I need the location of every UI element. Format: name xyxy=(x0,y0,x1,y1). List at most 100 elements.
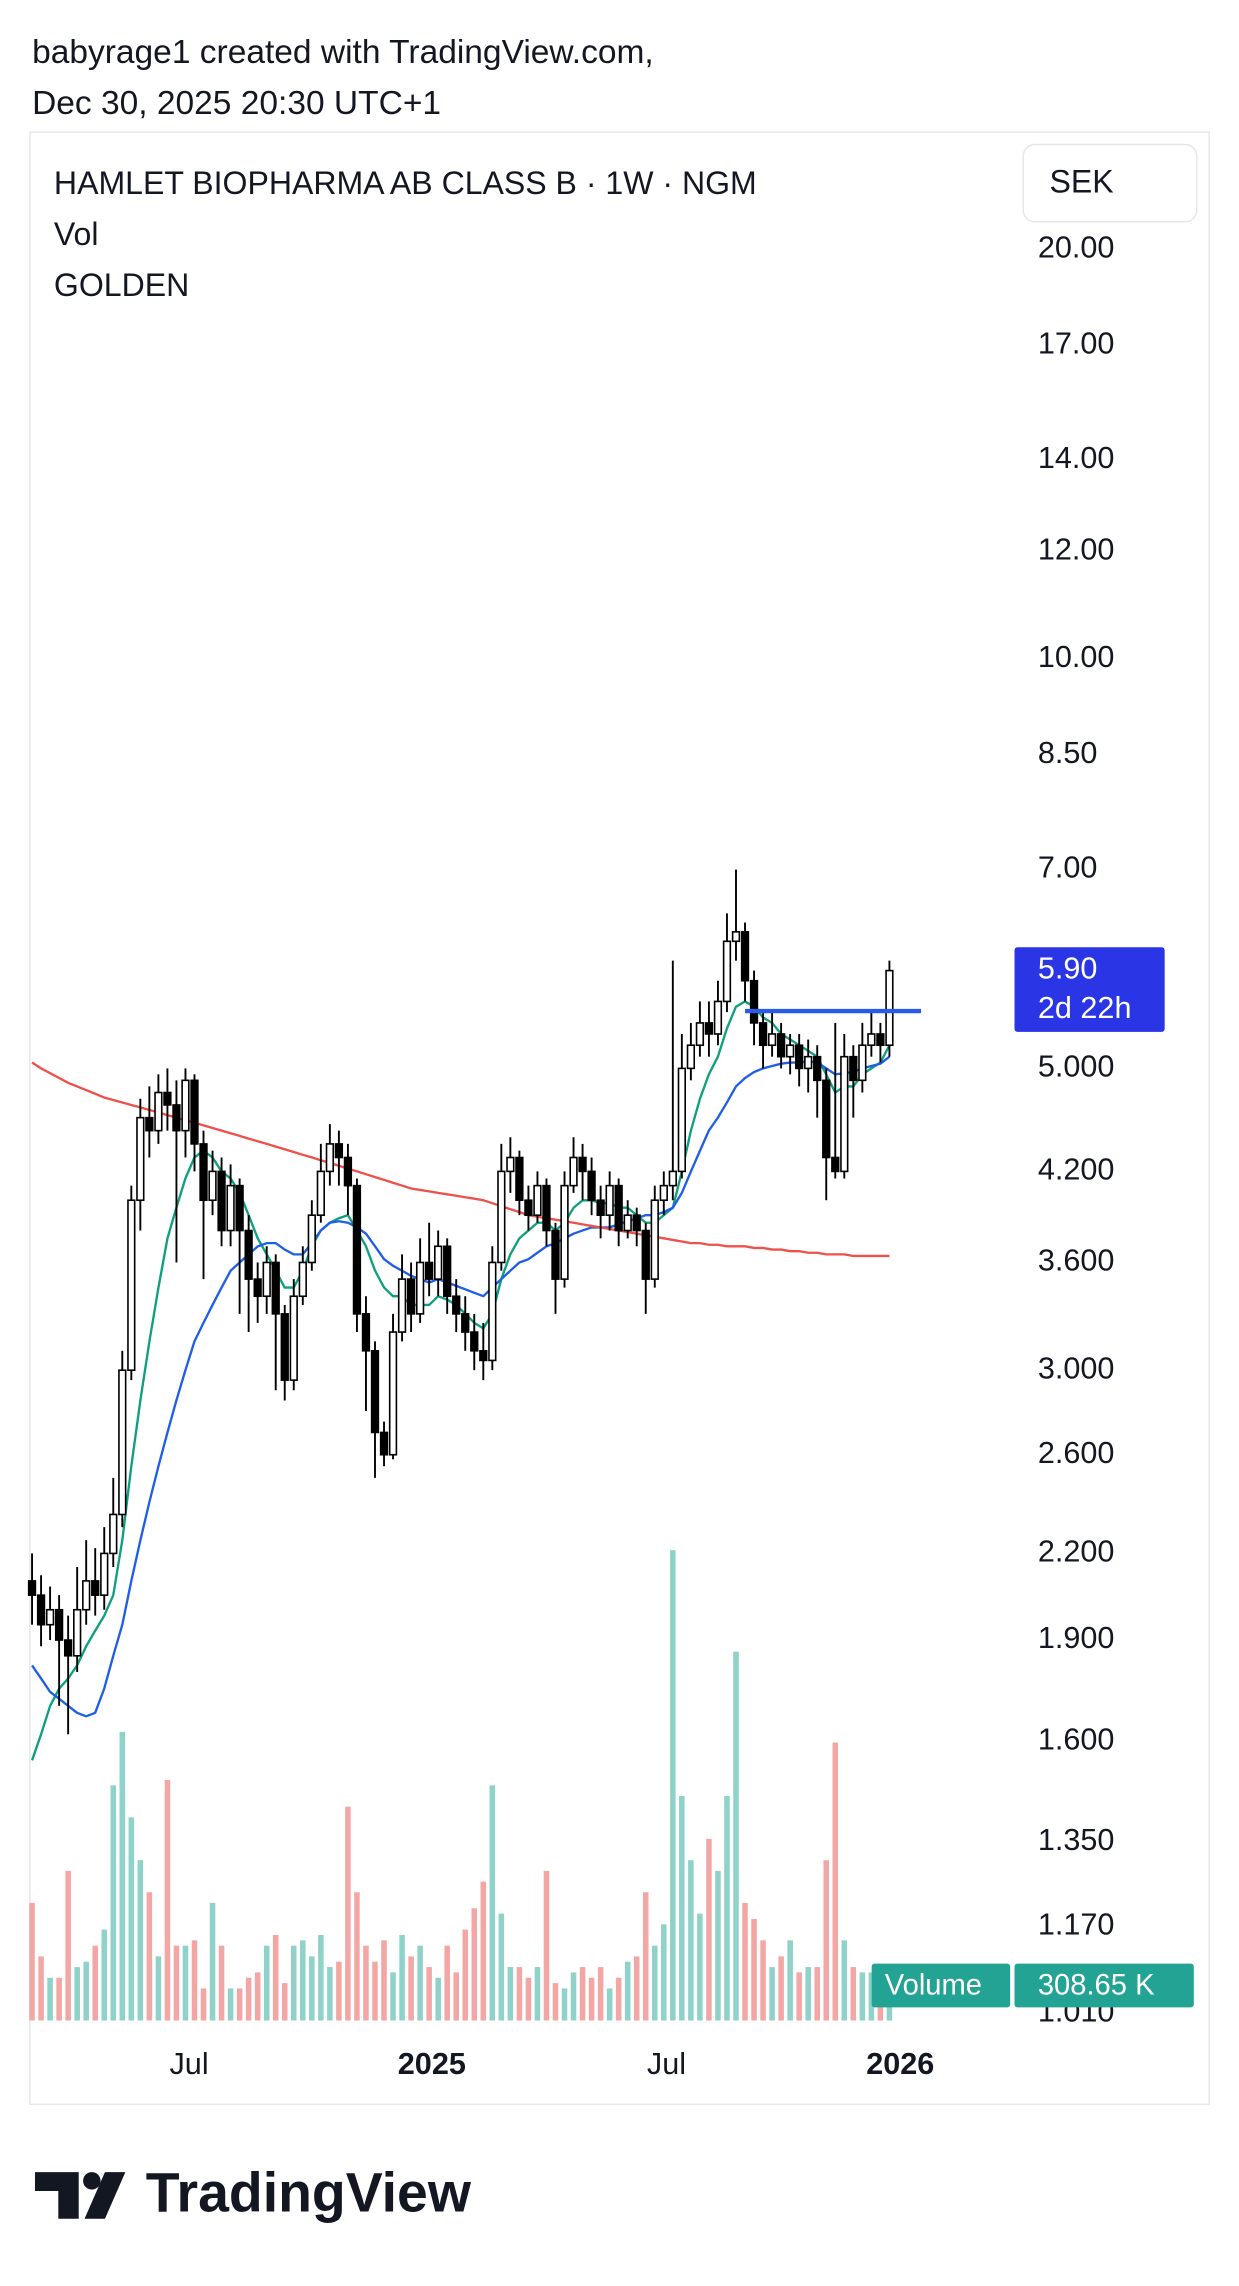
candle-body xyxy=(840,1055,849,1173)
volume-bar xyxy=(272,1934,279,2021)
volume-bar xyxy=(787,1940,793,2021)
y-tick-label: 2.600 xyxy=(1038,1436,1115,1470)
candle-body xyxy=(127,1199,136,1371)
volume-bar xyxy=(173,1945,180,2021)
candle-body xyxy=(551,1229,560,1280)
volume-bar xyxy=(254,1972,261,2021)
volume-bar xyxy=(309,1956,315,2021)
volume-bar xyxy=(417,1945,423,2021)
volume-bar xyxy=(155,1956,162,2021)
ma-line xyxy=(31,1055,891,1718)
volume-bar xyxy=(570,1972,577,2021)
candle-body xyxy=(461,1313,470,1333)
candle-body xyxy=(145,1116,154,1132)
candle-body xyxy=(415,1261,425,1315)
volume-bar xyxy=(227,1988,234,2021)
y-tick-label: 1.600 xyxy=(1038,1723,1115,1757)
candle-body xyxy=(226,1184,235,1232)
y-tick-label: 1.350 xyxy=(1038,1823,1115,1857)
volume-bar xyxy=(290,1945,297,2021)
candle-body xyxy=(45,1608,55,1626)
volume-bar xyxy=(489,1785,496,2021)
candle-body xyxy=(488,1261,497,1362)
candle-body xyxy=(776,1033,786,1058)
volume-bar xyxy=(706,1838,712,2021)
candle-body xyxy=(253,1278,262,1298)
volume-bar xyxy=(525,1977,532,2021)
candle-body xyxy=(659,1184,668,1202)
candle-body xyxy=(515,1156,524,1202)
author-line: babyrage1 created with TradingView.com, xyxy=(32,34,654,71)
candle-body xyxy=(54,1608,64,1641)
volume-name: Volume xyxy=(885,1970,982,2002)
volume-bar xyxy=(850,1967,857,2021)
logo: TradingView xyxy=(34,2162,472,2224)
volume-bar xyxy=(552,1983,559,2021)
volume-bar xyxy=(697,1913,703,2021)
volume-bar xyxy=(209,1902,216,2021)
candle-body xyxy=(154,1091,163,1132)
volume-bar xyxy=(814,1967,820,2021)
volume-bar xyxy=(408,1956,414,2021)
y-tick-label: 20.00 xyxy=(1038,230,1115,264)
volume-bar xyxy=(868,1972,875,2021)
candle-body xyxy=(63,1639,73,1657)
candle-body xyxy=(758,1022,768,1047)
candle-body xyxy=(524,1199,533,1216)
candle-body xyxy=(424,1261,434,1280)
candle-body xyxy=(109,1513,118,1555)
candle-body xyxy=(370,1350,380,1434)
candle-body xyxy=(100,1552,109,1596)
candle-body xyxy=(587,1170,596,1202)
volume-bar xyxy=(453,1972,459,2021)
volume-bar xyxy=(318,1934,324,2021)
volume-bar xyxy=(679,1796,685,2021)
candle-body xyxy=(470,1331,479,1352)
volume-bar xyxy=(29,1902,35,2021)
y-tick-label: 4.200 xyxy=(1038,1152,1115,1186)
x-tick-label: Jul xyxy=(170,2047,209,2081)
y-tick-label: 17.00 xyxy=(1038,326,1115,360)
volume-bar xyxy=(561,1988,568,2021)
y-tick-label: 3.600 xyxy=(1038,1244,1115,1278)
logo-text: TradingView xyxy=(146,2162,472,2224)
candle-body xyxy=(740,931,750,982)
currency-button[interactable] xyxy=(1022,143,1198,223)
volume-bar xyxy=(218,1945,225,2021)
candle-body xyxy=(632,1214,641,1232)
candle-body xyxy=(307,1214,316,1264)
candle-body xyxy=(181,1079,190,1132)
volume-bar xyxy=(742,1902,748,2021)
volume-bar xyxy=(399,1934,405,2021)
volume-bar xyxy=(435,1977,441,2021)
candle-body xyxy=(406,1278,416,1315)
candle-body xyxy=(397,1278,407,1333)
candle-body xyxy=(623,1214,632,1232)
volume-bar xyxy=(769,1967,775,2021)
candle-body xyxy=(262,1261,271,1298)
candle-body xyxy=(136,1116,145,1202)
countdown: 2d 22h xyxy=(1038,991,1132,1025)
volume-bar xyxy=(300,1940,306,2021)
candle-body xyxy=(533,1184,542,1216)
candle-body xyxy=(506,1156,515,1173)
last-price-tag xyxy=(1014,947,1165,1032)
candle-body xyxy=(731,931,741,943)
candle-body xyxy=(876,1033,885,1047)
volume-bar xyxy=(661,1924,667,2021)
x-tick-label: 2026 xyxy=(866,2047,934,2081)
y-tick-label: 7.00 xyxy=(1038,851,1098,885)
logo-mark xyxy=(83,2172,101,2190)
candle-body xyxy=(822,1079,831,1159)
candle-body xyxy=(560,1184,569,1280)
candle-body xyxy=(849,1055,858,1082)
currency[interactable]: SEK xyxy=(1050,163,1115,199)
candle-body xyxy=(361,1313,371,1352)
candle-body xyxy=(91,1580,100,1596)
volume-bar xyxy=(236,1988,243,2021)
volume-bar xyxy=(543,1870,550,2021)
candle-body xyxy=(813,1055,822,1082)
volume-bar xyxy=(805,1967,811,2021)
volume-bar xyxy=(624,1961,631,2021)
